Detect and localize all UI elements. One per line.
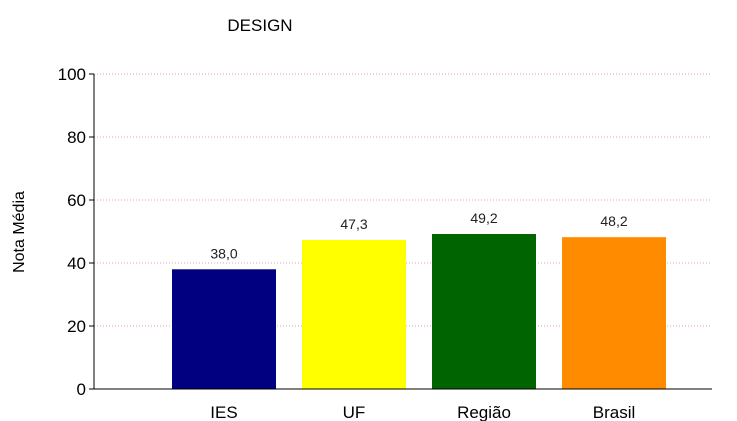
- y-tick-label: 20: [67, 317, 86, 336]
- chart-title: DESIGN: [227, 16, 292, 35]
- y-tick-label: 0: [77, 380, 86, 399]
- y-axis-label: Nota Média: [11, 191, 28, 273]
- y-tick-label: 40: [67, 254, 86, 273]
- y-tick-label: 100: [58, 65, 86, 84]
- x-tick-label: IES: [210, 403, 237, 421]
- x-tick-label: Brasil: [593, 403, 636, 421]
- bars: [172, 234, 666, 389]
- bar-value-label: 38,0: [210, 245, 237, 261]
- x-tick-label: Região: [457, 403, 511, 421]
- x-tick-label: UF: [343, 403, 366, 421]
- y-tick-label: 60: [67, 191, 86, 210]
- bar-brasil: [562, 237, 666, 389]
- bar-value-label: 48,2: [600, 213, 627, 229]
- bar-ies: [172, 269, 276, 389]
- bar-value-label: 47,3: [340, 216, 367, 232]
- axes: [89, 73, 712, 390]
- y-tick-label: 80: [67, 128, 86, 147]
- bar-uf: [302, 240, 406, 389]
- bar-value-label: 49,2: [470, 210, 497, 226]
- labels: 0 20 40 60 80 100 38,0 IES 47,3 UF 49,2 Região 48,2 B…: [58, 65, 636, 421]
- bar-regi-o: [432, 234, 536, 389]
